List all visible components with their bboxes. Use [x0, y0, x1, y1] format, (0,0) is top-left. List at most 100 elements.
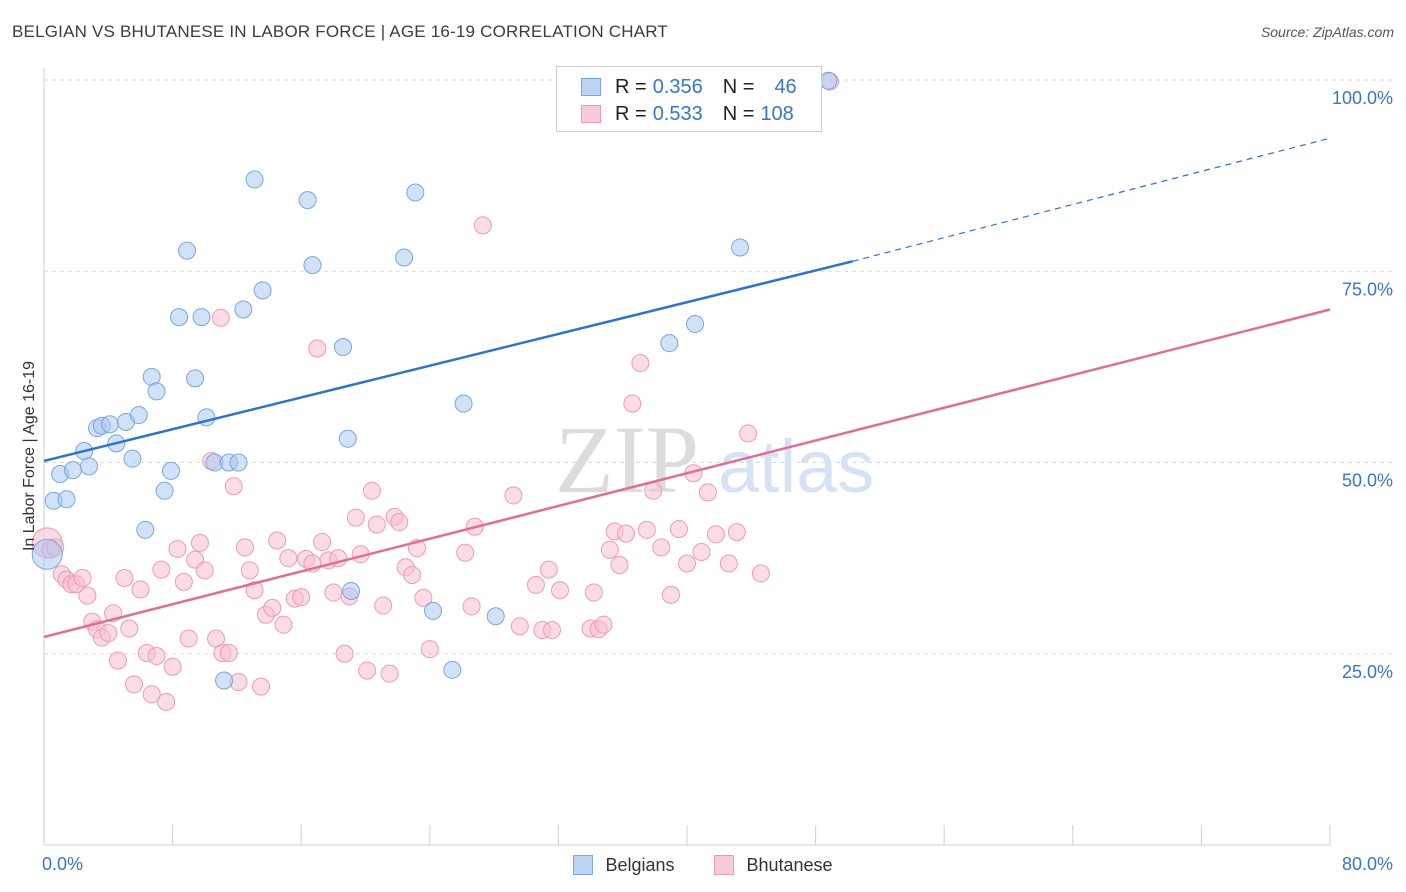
belgian-point: [298, 191, 317, 210]
bhutanese-point: [179, 629, 198, 648]
watermark: ZIP atlas: [555, 406, 874, 513]
legend-row-belgians: R = 0.356 N = 46: [581, 74, 797, 100]
bhutanese-point: [174, 572, 193, 591]
belgian-point: [338, 429, 357, 448]
bhutanese-point: [414, 588, 433, 607]
bhutanese-point: [131, 580, 150, 599]
trendlines: [43, 137, 1331, 639]
bhutanese-point: [195, 561, 214, 580]
bhutanese-point: [462, 597, 481, 616]
belgian-point: [100, 415, 119, 434]
bhutanese-point: [78, 586, 97, 605]
bhutanese-point: [142, 685, 161, 704]
legend-item-bhutanese[interactable]: Bhutanese: [714, 855, 833, 876]
correlation-legend: R = 0.356 N = 46 R = 0.533 N = 108: [556, 66, 822, 132]
chart-title: BELGIAN VS BHUTANESE IN LABOR FORCE | AG…: [12, 22, 669, 41]
bhutanese-point: [358, 661, 377, 680]
legend-r-value-bhutanese: 0.533: [652, 102, 703, 125]
bhutanese-point: [73, 569, 92, 588]
belgian-point: [660, 334, 679, 353]
bhutanese-point: [263, 598, 282, 617]
belgian-point: [253, 281, 272, 300]
legend-item-belgians[interactable]: Belgians: [573, 855, 674, 876]
belgian-series: [31, 71, 838, 690]
belgian-point: [234, 300, 253, 319]
bhutanese-point: [661, 585, 680, 604]
legend-r-value-belgians: 0.356: [652, 75, 703, 98]
bhutanese-point: [652, 538, 671, 557]
bhutanese-point: [631, 354, 650, 373]
series-legend: Belgians Bhutanese: [0, 852, 1406, 878]
bhutanese-point: [390, 513, 409, 532]
belgian-point: [686, 315, 705, 334]
bhutanese-point: [335, 644, 354, 663]
bhutanese-swatch: [581, 105, 601, 123]
belgian-point: [731, 238, 750, 257]
belgian-point: [155, 481, 174, 500]
bhutanese-point: [623, 394, 642, 413]
belgian-point: [443, 660, 462, 679]
bhutanese-point: [727, 523, 746, 542]
bhutanese-point: [313, 533, 332, 552]
bhutanese-point: [157, 692, 176, 711]
belgian-point: [819, 71, 838, 90]
bhutanese-point: [99, 624, 118, 643]
legend-label-belgians: Belgians: [605, 854, 675, 875]
bhutanese-point: [600, 540, 619, 559]
bhutanese-point: [108, 651, 127, 670]
bhutanese-point: [706, 525, 725, 544]
bhutanese-point: [751, 564, 770, 583]
belgian-trendline-extension: [852, 137, 1331, 262]
belgian-point: [63, 461, 82, 480]
bhutanese-point: [252, 677, 271, 696]
x-tick-label: 0.0%: [42, 854, 83, 874]
legend-n-value-belgians: 46: [774, 75, 797, 98]
bhutanese-point: [380, 664, 399, 683]
y-tick-label: 50.0%: [1342, 471, 1393, 491]
bhutanese-point: [473, 216, 492, 235]
axes: [43, 68, 1331, 846]
source-credit: Source: ZipAtlas.com: [1260, 24, 1394, 40]
bhutanese-point: [147, 647, 166, 666]
bhutanese-point: [644, 481, 663, 500]
bhutanese-point: [152, 560, 171, 579]
bhutanese-point: [224, 477, 243, 496]
bhutanese-point: [539, 560, 558, 579]
belgian-point: [454, 394, 473, 413]
bhutanese-point: [698, 483, 717, 502]
bhutanese-point: [374, 596, 393, 615]
bhutanese-point: [403, 565, 422, 584]
y-axis-label: In Labor Force | Age 16-19: [21, 360, 38, 552]
bhutanese-point: [678, 554, 696, 573]
y-tick-label: 75.0%: [1342, 279, 1393, 299]
belgian-point: [31, 538, 63, 570]
y-tick-label: 100.0%: [1332, 88, 1393, 108]
belgian-trendline: [43, 260, 853, 463]
bhutanese-point: [240, 561, 259, 580]
bhutanese-point: [190, 533, 209, 552]
bhutanese-point: [584, 583, 603, 602]
bhutanese-point: [692, 543, 711, 562]
watermark-zip: ZIP: [555, 406, 699, 513]
bhutanese-point: [324, 583, 343, 602]
belgian-point: [129, 406, 148, 425]
bhutanese-point: [235, 538, 254, 557]
belgian-point: [424, 601, 443, 620]
bhutanese-point: [346, 508, 365, 527]
bhutanese-point: [504, 486, 523, 505]
belgian-point: [123, 449, 142, 468]
belgian-point: [147, 382, 166, 401]
bhutanese-point: [551, 581, 570, 600]
belgian-point: [80, 457, 99, 476]
bhutanese-point: [292, 588, 311, 607]
bhutanese-point: [268, 531, 287, 550]
belgian-point: [406, 183, 425, 202]
belgian-point: [192, 308, 211, 327]
belgians-swatch: [581, 78, 601, 96]
bhutanese-point: [542, 621, 561, 640]
legend-n-label: N =: [722, 102, 755, 125]
bhutanese-point: [739, 424, 758, 443]
bhutanese-point: [279, 549, 298, 568]
bhutanese-point: [669, 520, 688, 539]
